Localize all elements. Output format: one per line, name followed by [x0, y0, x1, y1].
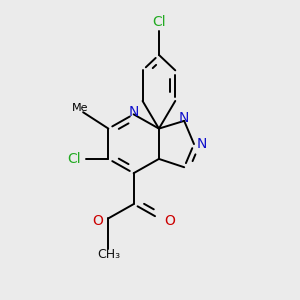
- Text: Cl: Cl: [152, 15, 166, 28]
- Text: N: N: [128, 105, 139, 119]
- Text: N: N: [197, 137, 207, 151]
- Text: Cl: Cl: [68, 152, 81, 166]
- Text: O: O: [164, 214, 175, 228]
- Text: N: N: [179, 111, 189, 125]
- Text: O: O: [92, 214, 103, 228]
- Text: Me: Me: [72, 103, 88, 113]
- Text: CH₃: CH₃: [97, 248, 120, 261]
